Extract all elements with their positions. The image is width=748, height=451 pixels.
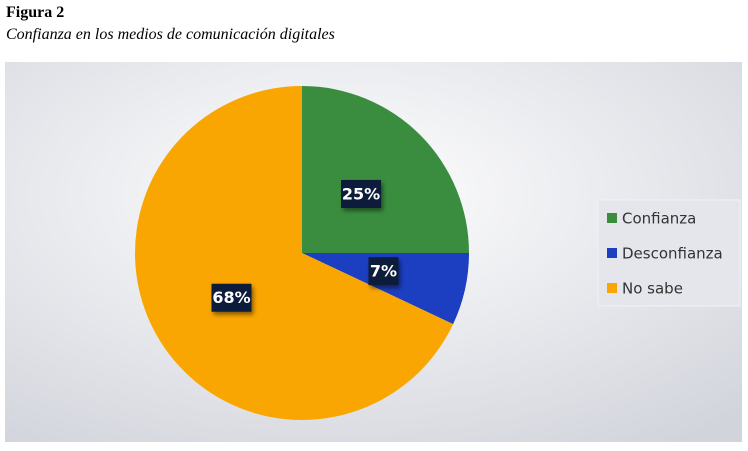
legend-swatch (607, 213, 617, 223)
data-label: 25% (342, 184, 380, 203)
legend-swatch (607, 283, 617, 293)
legend-entry: Desconfianza (622, 245, 723, 263)
data-label: 7% (370, 262, 397, 281)
legend-entry: Confianza (622, 210, 696, 228)
pie-slice (135, 86, 454, 420)
figure-label: Figura 2 (6, 4, 65, 21)
pie-slice (302, 253, 469, 325)
data-label-box (211, 283, 252, 312)
data-label-box (368, 257, 399, 286)
legend-swatch (607, 248, 617, 258)
legend (597, 199, 741, 307)
data-label: 68% (212, 288, 250, 307)
pie-slice (302, 86, 469, 253)
legend-entry: No sabe (622, 280, 683, 298)
data-label-box (341, 179, 382, 208)
chart-title: Confianza en los medios de comunicación … (6, 26, 335, 43)
